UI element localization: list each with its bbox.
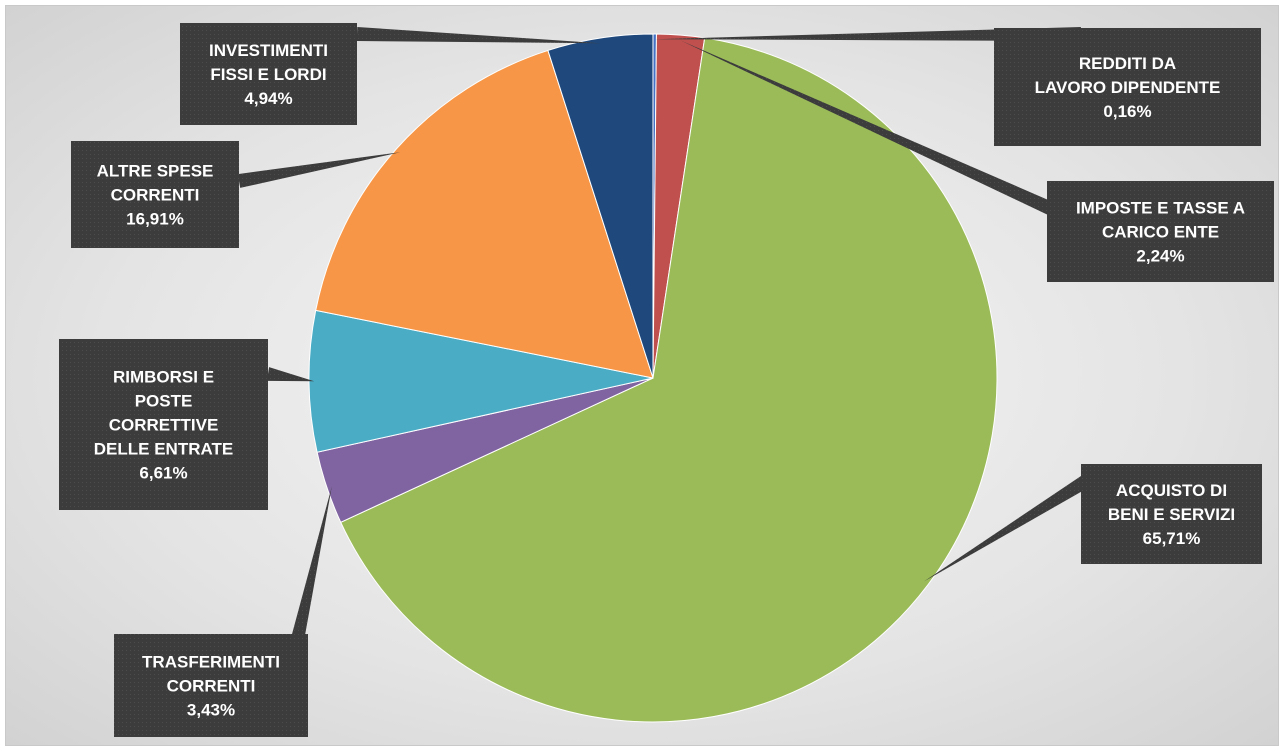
data-label-box xyxy=(1081,464,1262,564)
data-label: INVESTIMENTI FISSI E LORDI 4,94% xyxy=(180,23,357,125)
leader-line xyxy=(289,486,332,648)
data-label-category: BENI E SERVIZI xyxy=(1108,505,1235,524)
leader-line xyxy=(237,152,401,188)
data-label-category: IMPOSTE E TASSE A xyxy=(1076,199,1245,218)
data-label-value: 0,16% xyxy=(1103,102,1151,121)
data-label-box xyxy=(994,28,1261,146)
data-label-category: POSTE xyxy=(135,392,193,411)
data-label-box xyxy=(114,634,308,737)
data-label-category: LAVORO DIPENDENTE xyxy=(1035,78,1221,97)
data-label-category: CORRETTIVE xyxy=(109,416,219,435)
pie-chart: REDDITI DA LAVORO DIPENDENTE 0,16% IMPOSTE … xyxy=(59,23,1274,737)
data-label: TRASFERIMENTI CORRENTI 3,43% xyxy=(114,634,308,737)
data-label-value: 6,61% xyxy=(139,464,187,483)
data-label-value: 2,24% xyxy=(1136,247,1184,266)
leader-lines xyxy=(237,27,1090,648)
data-label-box xyxy=(1047,181,1274,282)
data-label-category: FISSI E LORDI xyxy=(210,65,326,84)
data-label-category: CORRENTI xyxy=(167,677,256,696)
data-label-category: CARICO ENTE xyxy=(1102,223,1219,242)
data-label-category: DELLE ENTRATE xyxy=(94,440,233,459)
data-label-category: ALTRE SPESE xyxy=(97,162,214,181)
pie-slice xyxy=(547,33,654,379)
data-label-box xyxy=(71,141,239,248)
data-label-category: CORRENTI xyxy=(111,186,200,205)
leader-line xyxy=(266,367,315,382)
leader-line xyxy=(680,40,1059,218)
data-label-value: 16,91% xyxy=(126,210,184,229)
data-label: IMPOSTE E TASSE A CARICO ENTE 2,24% xyxy=(1047,181,1274,282)
data-label-box xyxy=(180,23,357,125)
data-label-category: TRASFERIMENTI xyxy=(142,653,280,672)
data-label-value: 4,94% xyxy=(244,89,292,108)
chart-area: REDDITI DA LAVORO DIPENDENTE 0,16% IMPOSTE … xyxy=(5,5,1279,746)
pie-slice xyxy=(315,49,654,379)
data-label-category: ACQUISTO DI xyxy=(1116,481,1227,500)
data-label: RIMBORSI E POSTE CORRETTIVE DELLE ENTRATE 6,… xyxy=(59,339,268,510)
data-label-category: INVESTIMENTI xyxy=(209,41,328,60)
data-label-value: 65,71% xyxy=(1143,529,1201,548)
leader-line xyxy=(654,27,1082,41)
data-label-value: 3,43% xyxy=(187,701,235,720)
data-label-category: RIMBORSI E xyxy=(113,368,214,387)
data-label: REDDITI DA LAVORO DIPENDENTE 0,16% xyxy=(994,28,1261,146)
pie-slice xyxy=(340,37,998,723)
data-label-category: REDDITI DA xyxy=(1079,54,1176,73)
leader-line xyxy=(356,27,601,44)
data-label: ACQUISTO DI BENI E SERVIZI 65,71% xyxy=(1081,464,1262,564)
pie-slice xyxy=(308,309,654,453)
data-label: ALTRE SPESE CORRENTI 16,91% xyxy=(71,141,239,248)
data-label-box xyxy=(59,339,268,510)
leader-line xyxy=(923,475,1090,582)
pie-slices xyxy=(308,33,998,723)
data-labels: REDDITI DA LAVORO DIPENDENTE 0,16% IMPOSTE … xyxy=(59,23,1274,737)
